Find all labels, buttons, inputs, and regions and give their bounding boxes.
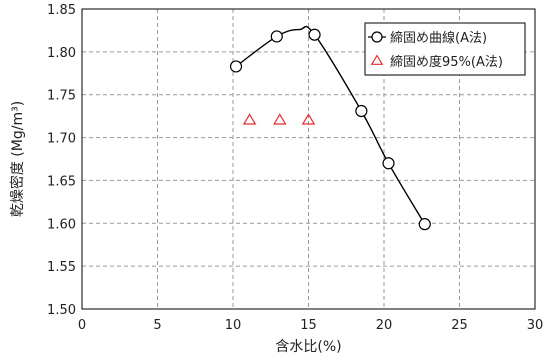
data-point-circle (382, 157, 395, 170)
y-tick-label: 1.65 (47, 174, 76, 189)
legend: 締固め曲線(A法) 締固め度95%(A法) (364, 22, 526, 76)
data-point-circle (308, 28, 321, 41)
x-tick-label: 20 (376, 318, 393, 333)
y-tick-label: 1.85 (47, 3, 76, 18)
legend-circle-marker (371, 31, 383, 43)
data-point-triangle (273, 113, 287, 125)
y-tick-label: 1.70 (47, 132, 76, 147)
x-axis-label: 含水比(%) (275, 339, 341, 355)
y-tick-label: 1.55 (47, 260, 76, 275)
legend-entry-curve: 締固め曲線(A法) (390, 30, 487, 46)
data-point-circle (270, 30, 283, 43)
data-point-circle (418, 218, 431, 231)
legend-box (364, 22, 526, 76)
legend-triangle-marker (370, 54, 384, 65)
x-axis: 0 5 10 15 20 25 30 (78, 318, 543, 333)
x-tick-label: 10 (225, 318, 242, 333)
data-series (229, 25, 431, 231)
x-tick-label: 30 (527, 318, 544, 333)
x-tick-label: 25 (451, 318, 468, 333)
y-tick-label: 1.60 (47, 217, 76, 232)
y-axis-label: 乾燥密度 (Mg/m³) (9, 101, 26, 217)
y-tick-label: 1.80 (47, 46, 76, 61)
data-point-circle (229, 60, 243, 73)
data-point-triangle (242, 113, 257, 125)
y-tick-label: 1.75 (47, 89, 76, 104)
data-point-circle (355, 104, 368, 118)
y-axis: 1.50 1.55 1.60 1.65 1.70 1.75 1.80 1.85 (47, 3, 76, 318)
x-tick-label: 0 (78, 318, 86, 333)
x-tick-label: 5 (153, 318, 161, 333)
data-point-triangle (301, 113, 316, 125)
y-tick-label: 1.50 (47, 303, 76, 318)
plot-area (81, 8, 536, 310)
legend-entry-95: 締固め度95%(A法) (390, 54, 503, 70)
x-tick-label: 15 (300, 318, 317, 333)
